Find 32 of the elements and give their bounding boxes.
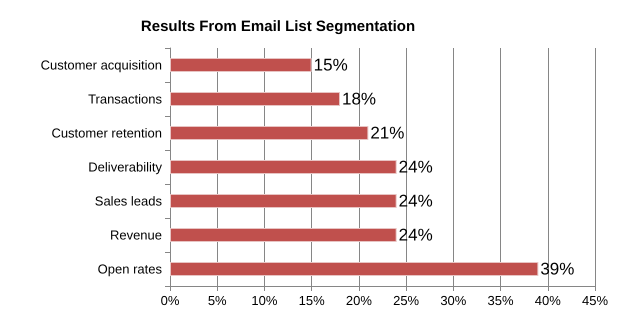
bar: [170, 262, 538, 276]
y-tick-label: Transactions: [88, 92, 162, 106]
data-label: 18%: [342, 90, 376, 108]
bar: [170, 58, 312, 72]
x-tick-label: 30%: [440, 293, 467, 308]
y-tick-label: Customer acquisition: [40, 58, 162, 72]
chart-title: Results From Email List Segmentation: [140, 18, 416, 35]
y-tick-label: Customer retention: [51, 126, 162, 140]
data-label: 24%: [398, 226, 433, 244]
data-label: 24%: [398, 158, 433, 176]
bar: [170, 160, 397, 174]
x-tick-label: 5%: [208, 293, 228, 308]
x-tick-label: 40%: [534, 293, 562, 308]
bar: [170, 194, 397, 208]
x-tick-label: 25%: [393, 293, 420, 308]
data-label: 21%: [370, 124, 404, 142]
y-tick-label: Open rates: [98, 262, 162, 276]
x-tick-label: 0%: [160, 293, 180, 308]
data-label: 24%: [398, 192, 433, 210]
data-label: 15%: [314, 56, 348, 74]
y-tick-label: Revenue: [110, 228, 162, 242]
x-tick-label: 10%: [251, 293, 278, 308]
y-tick-label: Sales leads: [94, 194, 162, 208]
bar: [170, 92, 340, 106]
x-tick-label: 15%: [298, 293, 326, 308]
x-tick-label: 45%: [582, 293, 608, 308]
x-tick-label: 35%: [488, 293, 514, 308]
bar: [170, 126, 368, 140]
data-label: 39%: [540, 260, 574, 278]
y-tick-label: Deliverability: [88, 160, 162, 174]
bar: [170, 228, 397, 242]
x-tick-label: 20%: [346, 293, 372, 308]
